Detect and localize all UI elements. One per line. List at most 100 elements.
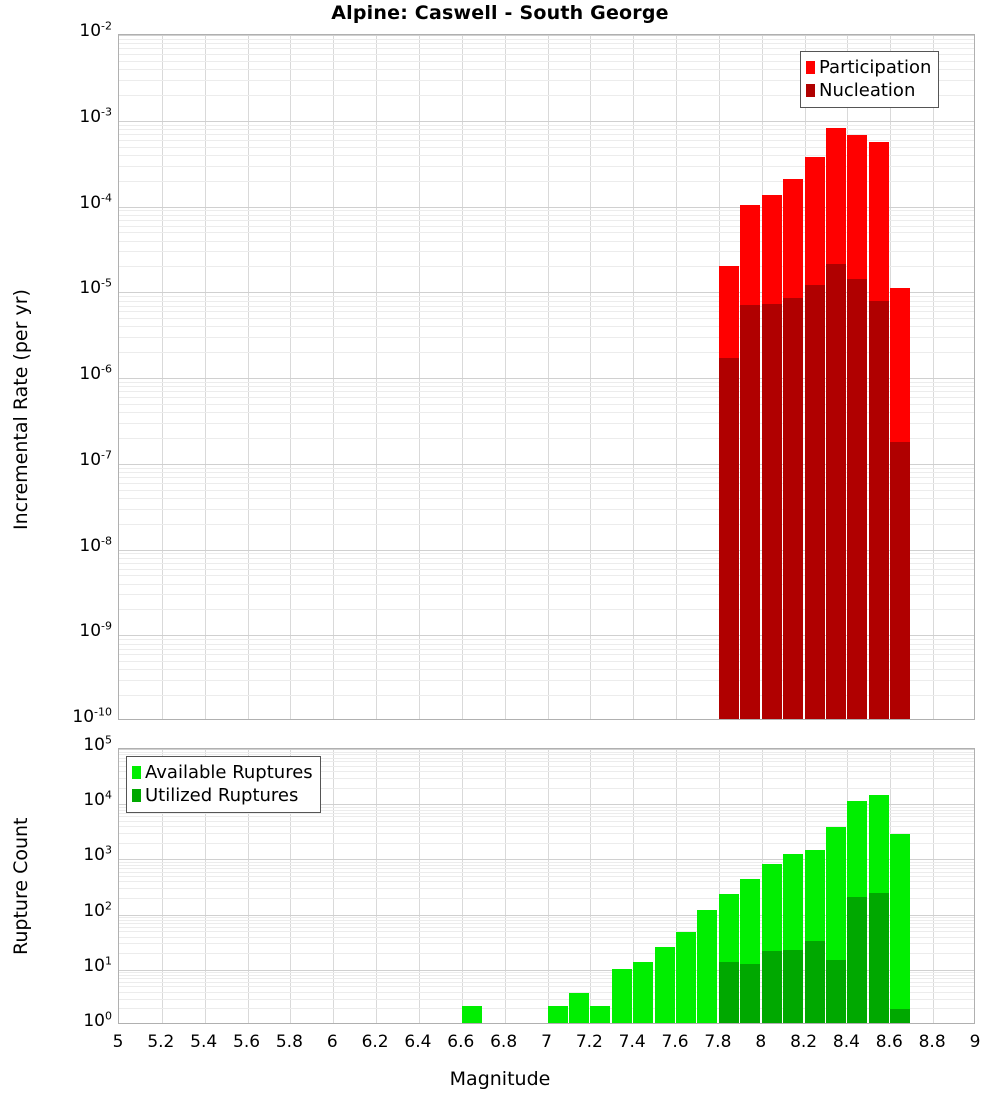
vertical-gridline — [161, 749, 163, 1023]
horizontal-gridline-major — [119, 292, 974, 293]
horizontal-gridline-minor — [119, 778, 974, 779]
horizontal-gridline-minor — [119, 752, 974, 753]
horizontal-gridline-minor — [119, 898, 974, 899]
horizontal-gridline-major — [119, 635, 974, 636]
horizontal-gridline-minor — [119, 352, 974, 353]
horizontal-gridline-major — [119, 121, 974, 122]
page-title: Alpine: Caswell - South George — [331, 2, 669, 24]
top-y-axis-ticks: 10-2 10-3 10-4 10-5 10-6 10-7 10-8 10-9 10-10 — [0, 0, 112, 1100]
horizontal-gridline-minor — [119, 649, 974, 650]
horizontal-gridline-minor — [119, 975, 974, 976]
bar-utilized-ruptures — [783, 950, 803, 1023]
top-ytick-label: 10-10 — [72, 705, 112, 727]
horizontal-gridline-minor — [119, 978, 974, 979]
vertical-gridline — [933, 749, 935, 1023]
horizontal-gridline-minor — [119, 251, 974, 252]
bar-nucleation — [826, 264, 846, 719]
legend-label: Available Ruptures — [145, 761, 313, 783]
legend-swatch-icon — [806, 61, 815, 74]
incremental-rate-plot-area — [118, 34, 975, 720]
horizontal-gridline-minor — [119, 412, 974, 413]
bottom-ytick-label: 102 — [83, 898, 112, 921]
horizontal-gridline-minor — [119, 498, 974, 499]
horizontal-gridline-major — [119, 207, 974, 208]
x-axis-tick-label: 7 — [541, 1032, 552, 1052]
horizontal-gridline-minor — [119, 166, 974, 167]
horizontal-gridline-minor — [119, 382, 974, 383]
horizontal-gridline-minor — [119, 296, 974, 297]
bar-available-ruptures — [633, 962, 653, 1023]
x-axis-tick-label: 6.8 — [490, 1032, 518, 1052]
bar-utilized-ruptures — [740, 964, 760, 1023]
legend-swatch-icon — [806, 84, 815, 97]
horizontal-gridline-major — [119, 550, 974, 551]
top-legend-item: Participation — [806, 56, 931, 79]
vertical-gridline — [933, 35, 935, 719]
horizontal-gridline-minor — [119, 917, 974, 918]
x-axis-tick-label: 7.2 — [575, 1032, 603, 1052]
horizontal-gridline-minor — [119, 147, 974, 148]
vertical-gridline — [547, 35, 549, 719]
bar-utilized-ruptures — [847, 897, 867, 1023]
horizontal-gridline-minor — [119, 337, 974, 338]
bar-nucleation — [762, 304, 782, 719]
bar-available-ruptures — [890, 834, 910, 1023]
vertical-gridline — [376, 35, 378, 719]
x-axis-tick-label: 7.8 — [704, 1032, 732, 1052]
bar-nucleation — [869, 301, 889, 719]
horizontal-gridline-minor — [119, 937, 974, 938]
vertical-gridline — [247, 749, 249, 1023]
horizontal-gridline-minor — [119, 553, 974, 554]
horizontal-gridline-minor — [119, 843, 974, 844]
top-legend: Participation Nucleation — [800, 51, 940, 108]
horizontal-gridline-minor — [119, 397, 974, 398]
horizontal-gridline-minor — [119, 391, 974, 392]
legend-swatch-icon — [132, 789, 141, 802]
horizontal-gridline-minor — [119, 483, 974, 484]
x-axis-title: Magnitude — [449, 1068, 551, 1090]
x-axis-tick-label: 8.2 — [790, 1032, 818, 1052]
horizontal-gridline-major — [119, 970, 974, 971]
horizontal-gridline-minor — [119, 490, 974, 491]
horizontal-gridline-minor — [119, 992, 974, 993]
horizontal-gridline-minor — [119, 472, 974, 473]
top-ytick-label: 10-8 — [79, 533, 112, 556]
rupture-count-plot-area — [118, 748, 975, 1024]
horizontal-gridline-minor — [119, 220, 974, 221]
horizontal-gridline-minor — [119, 680, 974, 681]
bar-available-ruptures — [612, 969, 632, 1023]
horizontal-gridline-minor — [119, 306, 974, 307]
bar-nucleation — [805, 285, 825, 719]
vertical-gridline — [461, 749, 463, 1023]
legend-label: Nucleation — [819, 79, 916, 101]
horizontal-gridline-minor — [119, 695, 974, 696]
top-ytick-label: 10-2 — [79, 19, 112, 41]
horizontal-gridline-major — [119, 804, 974, 805]
x-axis-tick-label: 5.8 — [275, 1032, 303, 1052]
bottom-ytick-label: 104 — [83, 788, 112, 811]
horizontal-gridline-minor — [119, 404, 974, 405]
x-axis-tick-label: 8.8 — [918, 1032, 946, 1052]
bar-nucleation — [890, 442, 910, 719]
top-ytick-label: 10-4 — [79, 190, 112, 213]
vertical-gridline — [204, 749, 206, 1023]
horizontal-gridline-minor — [119, 241, 974, 242]
horizontal-gridline-minor — [119, 95, 974, 96]
horizontal-gridline-minor — [119, 754, 974, 755]
horizontal-gridline-minor — [119, 61, 974, 62]
x-axis-tick-label: 9 — [969, 1032, 981, 1052]
legend-label: Utilized Ruptures — [145, 784, 299, 806]
horizontal-gridline-minor — [119, 48, 974, 49]
horizontal-gridline-minor — [119, 39, 974, 40]
horizontal-gridline-minor — [119, 569, 974, 570]
horizontal-gridline-minor — [119, 758, 974, 759]
bottom-legend-item: Available Ruptures — [132, 761, 313, 784]
horizontal-gridline-minor — [119, 644, 974, 645]
horizontal-gridline-minor — [119, 813, 974, 814]
horizontal-gridline-major — [119, 378, 974, 379]
horizontal-gridline-minor — [119, 661, 974, 662]
x-axis-tick-label: 7.6 — [661, 1032, 689, 1052]
horizontal-gridline-minor — [119, 125, 974, 126]
horizontal-gridline-minor — [119, 558, 974, 559]
